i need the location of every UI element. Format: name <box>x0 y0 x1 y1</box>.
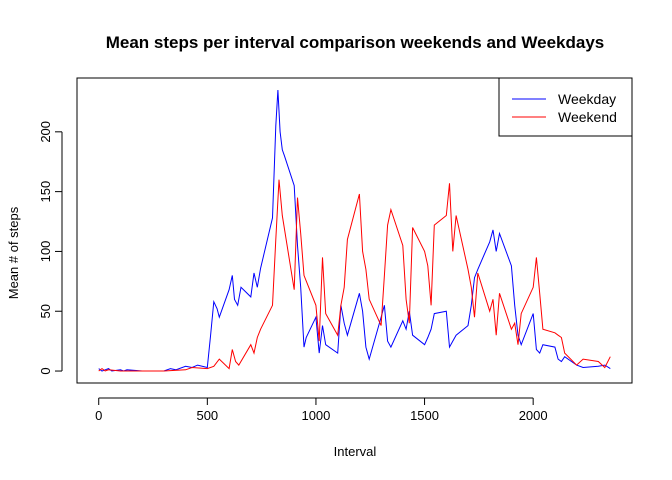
y-tick-label: 200 <box>38 121 53 143</box>
y-axis-label: Mean # of steps <box>6 206 21 299</box>
y-tick-label: 0 <box>38 367 53 374</box>
x-tick-label: 2000 <box>519 408 548 423</box>
x-tick-label: 1500 <box>410 408 439 423</box>
legend: Weekday Weekend <box>498 77 633 137</box>
axes: 0 500 1000 1500 2000 0 50 100 150 200 <box>38 77 633 423</box>
x-tick-label: 1000 <box>301 408 330 423</box>
plot-area <box>98 89 611 372</box>
legend-box <box>498 77 633 137</box>
legend-label-weekend: Weekend <box>558 109 617 125</box>
series-line-weekday <box>98 89 611 372</box>
chart-title: Mean steps per interval comparison weeke… <box>106 33 605 52</box>
x-tick-label: 0 <box>95 408 102 423</box>
plot-frame <box>76 77 633 384</box>
series-line-weekend <box>98 179 611 372</box>
y-tick-label: 50 <box>38 304 53 318</box>
y-tick-label: 150 <box>38 181 53 203</box>
x-axis-label: Interval <box>334 444 377 459</box>
x-tick-label: 500 <box>196 408 218 423</box>
y-tick-label: 100 <box>38 241 53 263</box>
legend-label-weekday: Weekday <box>558 91 616 107</box>
